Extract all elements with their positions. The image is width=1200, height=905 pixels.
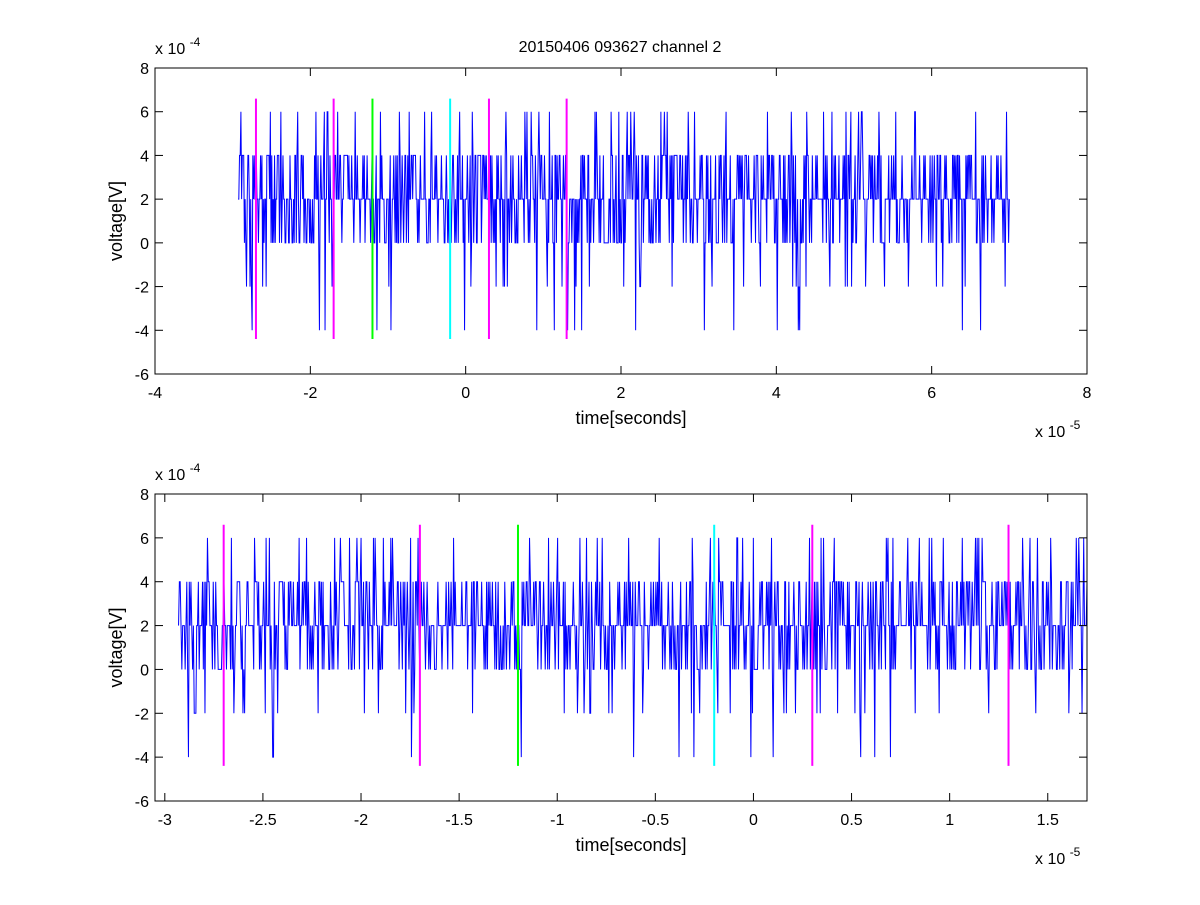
y-tick-label: 4 xyxy=(140,148,149,165)
x-tick-label: -2 xyxy=(354,812,368,829)
x-tick-label: -4 xyxy=(148,385,162,402)
y-axis-label: voltage[V] xyxy=(106,181,126,261)
x-tick-label: -2 xyxy=(303,385,317,402)
x-tick-label: -1.5 xyxy=(445,812,473,829)
y-tick-label: -4 xyxy=(135,323,149,340)
x-tick-label: -0.5 xyxy=(642,812,670,829)
y-tick-label: 4 xyxy=(140,575,149,592)
y-tick-label: 2 xyxy=(140,192,149,209)
y-exponent-label: x 10 -4 xyxy=(155,461,201,484)
y-tick-label: 2 xyxy=(140,619,149,636)
x-axis-label: time[seconds] xyxy=(575,408,686,428)
x-tick-label: 0 xyxy=(749,812,758,829)
x-tick-label: 4 xyxy=(772,385,781,402)
y-tick-label: 0 xyxy=(140,662,149,679)
figure-title: 20150406 093627 channel 2 xyxy=(519,39,722,56)
x-tick-label: 0 xyxy=(461,385,470,402)
x-axis-label: time[seconds] xyxy=(575,835,686,855)
signal-trace xyxy=(178,537,1087,758)
x-tick-label: 1 xyxy=(945,812,954,829)
y-tick-label: 0 xyxy=(140,236,149,253)
x-exponent-label: x 10 -5 xyxy=(1035,845,1081,868)
top-subplot: -4 -2 0 2 4 6 8-6-4-202468time[seconds]voltage… xyxy=(106,35,1092,441)
y-tick-label: 6 xyxy=(140,105,149,122)
y-axis-label: voltage[V] xyxy=(106,607,126,687)
y-tick-label: -2 xyxy=(135,280,149,297)
y-tick-label: -6 xyxy=(135,367,149,384)
y-tick-label: 8 xyxy=(140,61,149,78)
x-tick-label: 0.5 xyxy=(840,812,862,829)
x-tick-label: 6 xyxy=(927,385,936,402)
x-tick-label: 1.5 xyxy=(1037,812,1059,829)
y-tick-label: 8 xyxy=(140,487,149,504)
x-tick-label: 2 xyxy=(617,385,626,402)
y-tick-label: -4 xyxy=(135,750,149,767)
bottom-subplot: -3 -2.5 -2 -1.5 -1 -0.5 0 0.5 1 1.5 -6 -4 -2 0 2 4 6 8 tim… xyxy=(106,461,1088,868)
x-tick-label: 8 xyxy=(1083,385,1092,402)
y-tick-label: -6 xyxy=(135,794,149,811)
signal-trace xyxy=(238,111,1010,331)
x-tick-label: -1 xyxy=(550,812,564,829)
x-exponent-label: x 10 -5 xyxy=(1035,418,1081,441)
axes-box xyxy=(154,493,1088,802)
x-tick-label: -3 xyxy=(158,812,172,829)
y-exponent-label: x 10 -4 xyxy=(155,35,201,58)
y-tick-label: 6 xyxy=(140,531,149,548)
x-tick-label: -2.5 xyxy=(249,812,277,829)
y-tick-label: -2 xyxy=(135,706,149,723)
